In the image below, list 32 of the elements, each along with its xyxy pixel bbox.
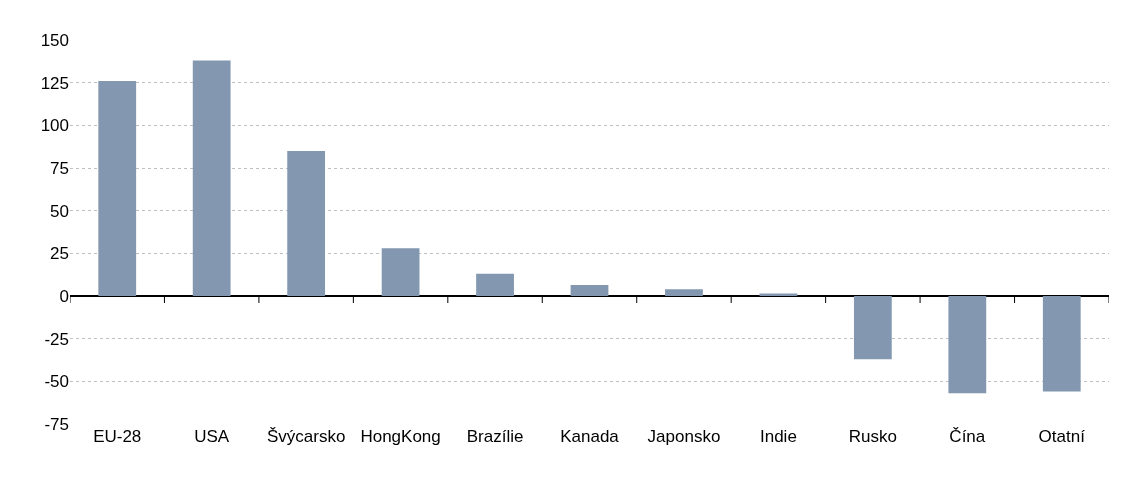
bar [98,80,137,296]
x-tick-label: Rusko [848,427,897,446]
x-tick-label: Japonsko [647,427,721,446]
y-tick-label: -25 [44,329,69,349]
x-tick-label: HongKong [360,427,441,446]
bar [665,289,703,296]
bar [948,296,987,394]
bar [476,273,514,296]
x-tick-label: USA [194,427,230,446]
x-tick-label: Kanada [560,427,620,446]
x-tick-label: Indie [759,427,797,446]
y-tick-label: 25 [50,244,69,264]
bar [192,60,231,296]
bar [1042,296,1081,392]
y-tick-label: 50 [50,201,69,221]
bar [570,285,609,296]
x-tick-label: Brazílie [466,427,524,446]
x-tick-label: Švýcarsko [266,427,346,446]
y-tick-label: 150 [40,30,69,50]
bar [853,296,892,360]
x-tick-label: Čína [949,427,986,446]
x-tick-label: Otatní [1038,427,1086,446]
y-tick-label: -50 [44,372,69,392]
bar [287,150,326,296]
bar [381,248,420,296]
y-tick-label: 100 [40,116,69,136]
bar [759,293,798,296]
y-tick-label: 0 [59,286,69,306]
x-tick-label: EU-28 [93,427,142,446]
y-tick-label: 75 [50,158,69,178]
y-tick-label: -75 [44,414,69,434]
y-tick-label: 125 [40,73,69,93]
